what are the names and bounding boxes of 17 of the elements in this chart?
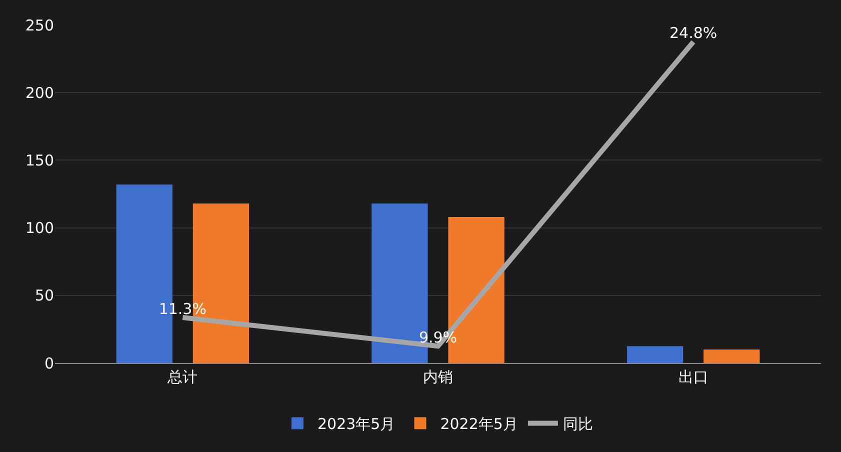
- data-label: 9.9%: [418, 328, 458, 346]
- y-tick-label: 200: [25, 84, 54, 102]
- data-label: 11.3%: [158, 300, 206, 318]
- bar: [704, 349, 760, 363]
- y-tick-label: 250: [25, 16, 54, 34]
- x-tick-label: 出口: [678, 368, 708, 386]
- x-tick-label: 内销: [423, 368, 453, 386]
- legend-label: 2022年5月: [440, 415, 518, 434]
- bar: [626, 346, 684, 363]
- x-tick-label: 总计: [166, 368, 198, 386]
- legend-label: 同比: [562, 415, 593, 434]
- y-tick-label: 150: [25, 151, 54, 170]
- data-label: 24.8%: [670, 24, 718, 42]
- y-tick-label: 0: [44, 354, 54, 372]
- legend-label: 2023年5月: [318, 415, 396, 434]
- y-tick-label: 100: [25, 219, 54, 238]
- y-tick-label: 50: [34, 286, 54, 305]
